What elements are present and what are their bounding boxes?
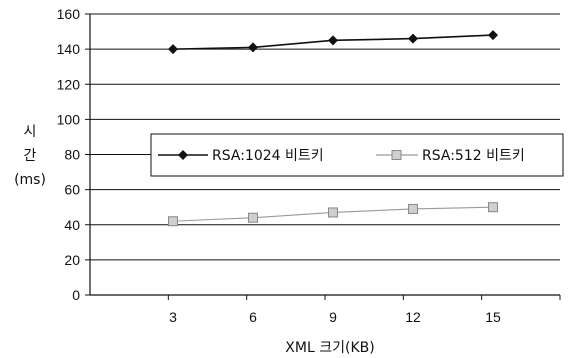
x-tick-labels: 3 6 9 12 15	[169, 309, 501, 325]
point-rsa-1024-15	[488, 30, 498, 41]
point-rsa-1024-3	[168, 44, 178, 55]
x-axis-label: XML 크기(KB)	[285, 340, 374, 356]
y-tick-label-0: 0	[72, 287, 80, 303]
legend: RSA:1024 비트키 RSA:512 비트키	[150, 133, 564, 177]
x-tick-label-12: 12	[405, 309, 421, 325]
point-rsa-512-9	[328, 207, 338, 218]
y-axis-label-line-2: 간	[24, 148, 37, 164]
x-tick-label-3: 3	[169, 309, 177, 325]
axes	[85, 13, 561, 300]
y-tick-label-140: 140	[57, 41, 81, 57]
point-rsa-1024-9	[328, 35, 338, 46]
point-rsa-512-15	[488, 202, 498, 213]
data-series	[168, 30, 498, 227]
point-rsa-512-3	[168, 216, 178, 227]
y-tick-label-20: 20	[64, 252, 80, 268]
legend-marker-rsa-1024	[178, 150, 188, 160]
point-rsa-512-6	[248, 212, 258, 223]
point-rsa-1024-12	[408, 33, 418, 44]
y-tick-label-60: 60	[64, 182, 80, 198]
y-tick-labels: 0 20 40 60 80 100 120 140 160	[57, 6, 81, 303]
legend-label-rsa-1024: RSA:1024 비트키	[212, 148, 324, 164]
y-tick-label-80: 80	[64, 147, 80, 163]
point-rsa-1024-6	[248, 42, 258, 53]
y-axis-label-line-1: 시	[24, 124, 37, 140]
y-tick-label-120: 120	[57, 76, 81, 92]
y-tick-label-100: 100	[57, 111, 81, 127]
legend-box	[150, 133, 564, 177]
x-tick-label-15: 15	[485, 309, 501, 325]
y-tick-label-40: 40	[64, 217, 80, 233]
y-axis-label-line-3: (ms)	[14, 172, 46, 188]
x-tick-label-6: 6	[249, 309, 257, 325]
legend-label-rsa-512: RSA:512 비트키	[422, 148, 525, 164]
legend-marker-rsa-512	[391, 150, 402, 160]
point-rsa-512-12	[408, 203, 418, 214]
x-tick-label-9: 9	[329, 309, 337, 325]
y-tick-label-160: 160	[57, 6, 81, 22]
